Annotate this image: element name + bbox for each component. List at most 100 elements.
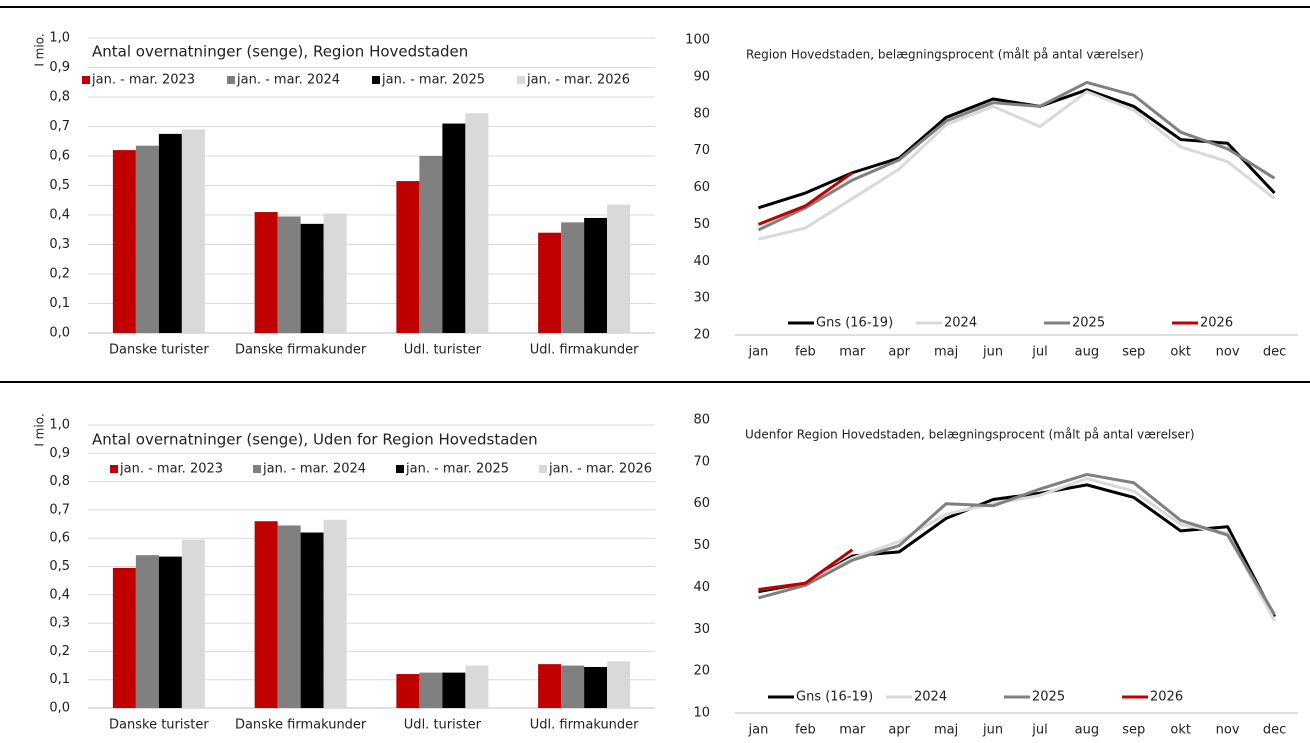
legend-swatch [396, 465, 404, 473]
x-tick-label: dec [1263, 345, 1286, 360]
legend-label: 2025 [1032, 690, 1065, 705]
y-axis-label: I mio. [33, 413, 47, 446]
bar [112, 567, 136, 708]
x-tick-label: sep [1122, 723, 1145, 738]
legend-label: Gns (16-19) [796, 690, 873, 705]
x-tick-label: nov [1216, 345, 1240, 360]
x-tick-label: okt [1170, 723, 1191, 738]
y-tick-label: 80 [693, 106, 710, 121]
x-tick-label: jan [748, 723, 769, 738]
legend-label: jan. - mar. 2026 [548, 462, 652, 477]
bar [254, 212, 278, 333]
line [758, 90, 1276, 241]
bar [561, 665, 585, 708]
y-tick-label: 0,2 [49, 644, 70, 659]
line [758, 477, 1276, 622]
y-tick-label: 20 [693, 664, 710, 679]
bar [538, 232, 562, 333]
chart-title: Antal overnatninger (senge), Uden for Re… [92, 431, 538, 449]
y-tick-label: 70 [693, 454, 710, 469]
legend-swatch [517, 76, 525, 84]
legend-label: jan. - mar. 2025 [405, 462, 509, 477]
y-tick-label: 1,0 [49, 418, 70, 433]
x-tick-label: Udl. turister [404, 718, 482, 733]
y-tick-label: 10 [693, 706, 710, 721]
legend-label: 2026 [1200, 316, 1233, 331]
y-tick-label: 0,1 [49, 296, 70, 311]
line [758, 88, 1276, 210]
x-tick-label: sep [1122, 345, 1145, 360]
chart-title: Udenfor Region Hovedstaden, belægningspr… [745, 428, 1195, 442]
bar [419, 672, 443, 708]
y-tick-label: 50 [693, 538, 710, 553]
x-tick-label: jun [982, 345, 1003, 360]
legend-label: jan. - mar. 2023 [119, 462, 223, 477]
y-tick-label: 0,8 [49, 474, 70, 489]
y-tick-label: 70 [693, 143, 710, 158]
bar [181, 539, 205, 708]
legend-swatch [372, 76, 380, 84]
y-tick-label: 0,9 [49, 60, 70, 75]
x-tick-label: jul [1031, 723, 1047, 738]
legend-label: jan. - mar. 2026 [526, 73, 630, 88]
x-tick-label: jan [748, 345, 769, 360]
y-axis-label: I mio. [33, 33, 47, 66]
bar [323, 519, 347, 708]
legend-label: 2026 [1150, 690, 1183, 705]
x-tick-label: apr [888, 345, 910, 360]
bar [181, 129, 205, 333]
y-tick-label: 1,0 [49, 31, 70, 46]
x-tick-label: nov [1216, 723, 1240, 738]
y-tick-label: 0,4 [49, 587, 70, 602]
legend-label: jan. - mar. 2024 [236, 73, 340, 88]
y-tick-label: 0,6 [49, 149, 70, 164]
x-tick-label: maj [934, 345, 958, 360]
x-tick-label: dec [1263, 723, 1286, 738]
bar [465, 113, 489, 333]
x-tick-label: Udl. firmakunder [530, 718, 639, 733]
x-tick-label: apr [888, 723, 910, 738]
y-tick-label: 60 [693, 180, 710, 195]
x-tick-label: feb [795, 345, 816, 360]
legend-label: jan. - mar. 2024 [262, 462, 366, 477]
line [758, 548, 854, 592]
y-tick-label: 20 [693, 328, 710, 343]
bar [112, 150, 136, 333]
line [757, 80, 1276, 232]
legend-swatch [227, 76, 235, 84]
y-tick-label: 0,5 [49, 178, 70, 193]
x-tick-label: mar [839, 345, 866, 360]
y-tick-label: 0,3 [49, 616, 70, 631]
y-tick-label: 0,3 [49, 237, 70, 252]
x-tick-label: aug [1075, 345, 1099, 360]
bar [607, 204, 631, 333]
y-tick-label: 40 [693, 580, 710, 595]
x-tick-label: Udl. turister [404, 343, 482, 358]
y-tick-label: 0,0 [49, 701, 70, 716]
bar [300, 223, 324, 333]
legend-swatch [253, 465, 261, 473]
line [758, 483, 1276, 618]
y-tick-label: 0,0 [49, 326, 70, 341]
bar [465, 665, 489, 708]
x-tick-label: okt [1170, 345, 1191, 360]
line [758, 472, 1276, 616]
x-tick-label: Danske firmakunder [235, 718, 367, 733]
x-tick-label: maj [934, 723, 958, 738]
y-tick-label: 0,5 [49, 559, 70, 574]
bar [158, 133, 182, 333]
bar [277, 216, 301, 333]
bar [584, 217, 608, 333]
bar [396, 674, 420, 708]
y-tick-label: 0,1 [49, 672, 70, 687]
y-tick-label: 50 [693, 217, 710, 232]
x-tick-label: jul [1031, 345, 1047, 360]
bar [419, 156, 443, 333]
y-tick-label: 80 [693, 413, 710, 428]
x-tick-label: Danske firmakunder [235, 343, 367, 358]
bar [254, 521, 278, 708]
bar [442, 123, 466, 333]
y-tick-label: 0,6 [49, 531, 70, 546]
x-tick-label: Danske turister [109, 718, 209, 733]
